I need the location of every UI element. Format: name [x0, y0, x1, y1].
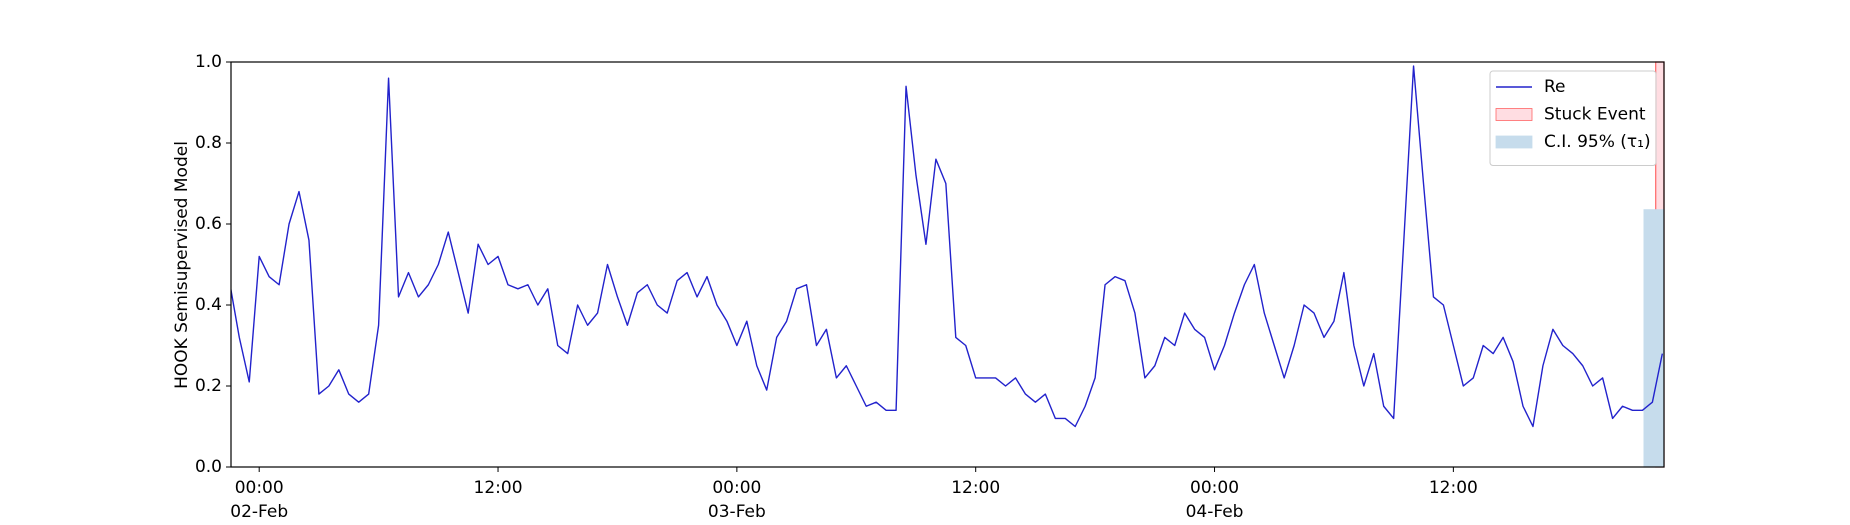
legend-swatch	[1495, 135, 1533, 149]
y-tick-label: 0.2	[195, 376, 222, 396]
y-axis-label: HOOK Semisupervised Model	[172, 141, 192, 389]
y-tick-label: 0.8	[195, 133, 222, 153]
plot-area	[231, 65, 1664, 428]
x-tick-label: 00:00 04-Feb	[1185, 478, 1244, 522]
x-tick-label: 12:00	[1428, 478, 1478, 498]
legend-swatch	[1495, 108, 1533, 121]
x-tick-label: 00:00 02-Feb 1900	[230, 478, 289, 522]
legend-label: Re	[1544, 77, 1566, 97]
series-line	[231, 65, 1664, 428]
axes-frame	[230, 61, 1665, 468]
legend-label: Stuck Event	[1544, 105, 1646, 125]
x-tick-label: 12:00	[473, 478, 523, 498]
x-tick-label: 00:00 03-Feb	[707, 478, 766, 522]
legend-label: C.I. 95% (τ₁)	[1544, 132, 1651, 152]
y-tick-label: 0.6	[195, 214, 222, 234]
y-tick-label: 1.0	[195, 52, 222, 72]
x-tick-label: 12:00	[951, 478, 1001, 498]
legend: Re Stuck Event C.I. 95% (τ₁)	[1489, 70, 1657, 166]
y-tick-label: 0.0	[195, 457, 222, 477]
span	[1643, 209, 1665, 468]
y-tick-label: 0.4	[195, 295, 222, 315]
